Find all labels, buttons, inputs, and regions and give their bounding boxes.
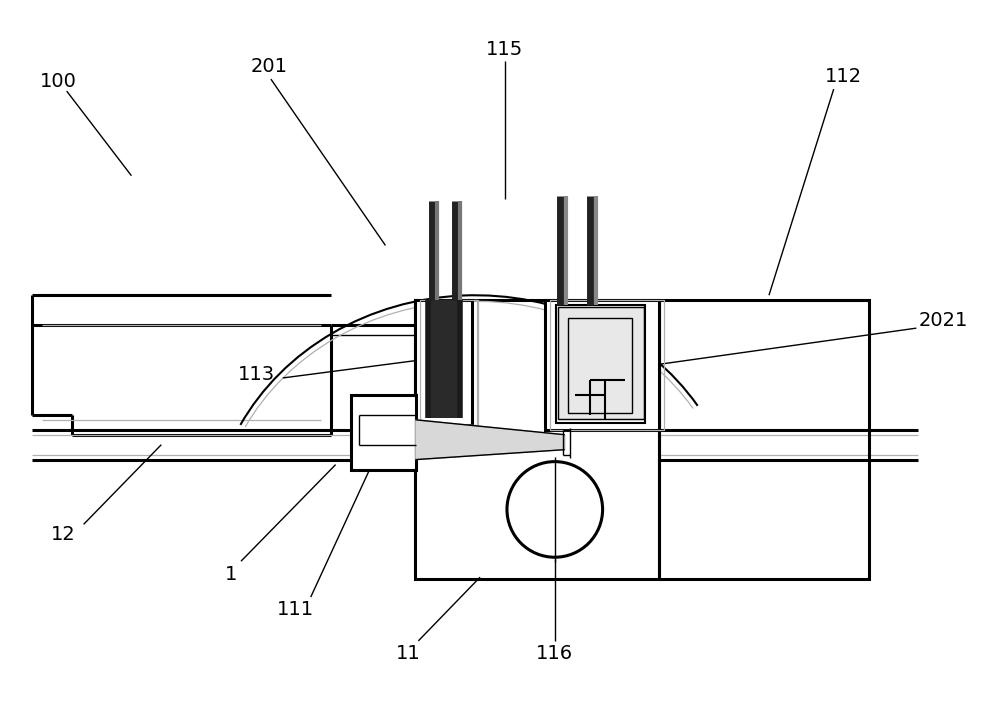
Bar <box>556 305 645 423</box>
Text: 116: 116 <box>536 644 573 664</box>
Circle shape <box>507 461 603 557</box>
Bar <box>558 307 644 419</box>
Bar <box>415 300 472 424</box>
Text: 201: 201 <box>250 56 287 76</box>
Bar <box>421 300 478 424</box>
Text: 2021: 2021 <box>918 311 968 330</box>
Text: 1: 1 <box>225 565 237 583</box>
Text: 111: 111 <box>277 599 314 619</box>
Bar <box>550 300 664 429</box>
Text: 112: 112 <box>825 67 862 85</box>
Text: 12: 12 <box>51 525 76 544</box>
Bar <box>558 307 644 419</box>
Bar <box>659 300 869 579</box>
Bar <box>420 300 477 424</box>
Text: 100: 100 <box>40 72 77 90</box>
Bar <box>430 300 458 418</box>
Bar <box>545 300 659 429</box>
Text: 115: 115 <box>486 40 524 59</box>
Bar <box>415 300 659 579</box>
Text: 113: 113 <box>237 365 275 385</box>
Bar <box>568 318 632 413</box>
PathPatch shape <box>415 420 565 460</box>
Text: 11: 11 <box>396 644 421 664</box>
Bar <box>351 395 416 469</box>
